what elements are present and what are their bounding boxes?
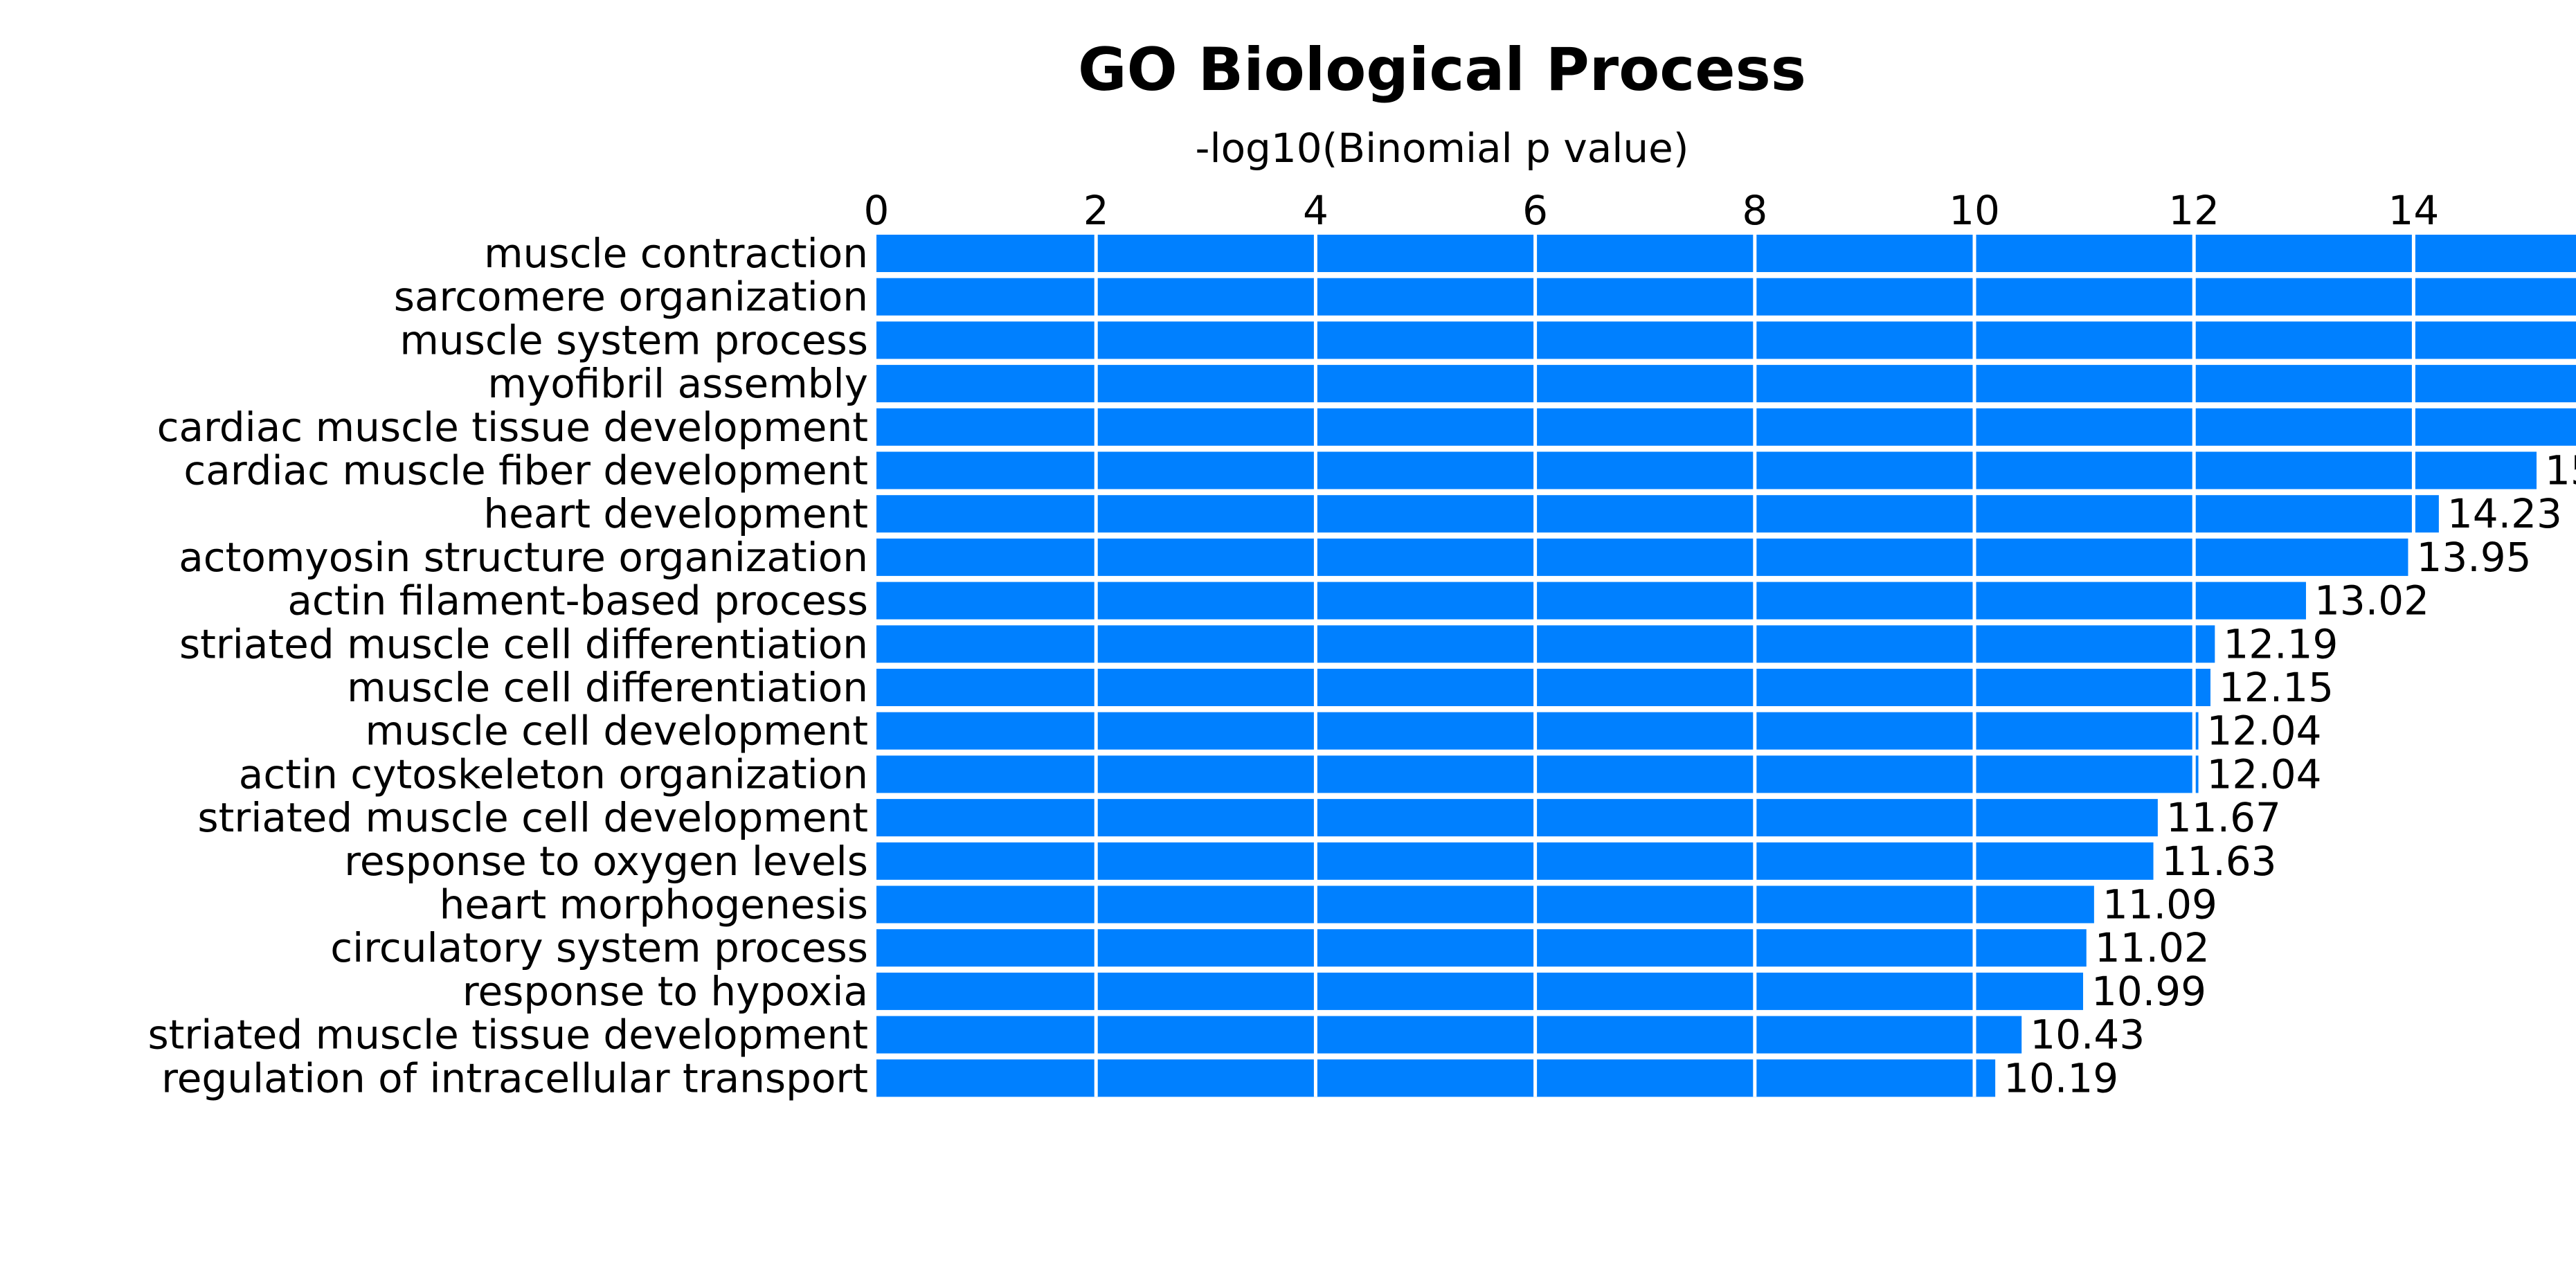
bar <box>876 582 2306 620</box>
value-label: 11.09 <box>2102 881 2217 928</box>
category-label: actin cytoskeleton organization <box>239 750 868 798</box>
x-tick-label: 8 <box>1742 187 1767 234</box>
category-label: response to oxygen levels <box>344 838 868 885</box>
x-tick-label: 4 <box>1303 187 1328 234</box>
value-label: 10.19 <box>2003 1054 2118 1101</box>
bar <box>876 669 2210 706</box>
x-axis-label: -log10(Binomial p value) <box>1196 125 1689 172</box>
chart-title: GO Biological Process <box>1078 35 1806 105</box>
bar <box>876 712 2199 750</box>
bar <box>876 1016 2022 1054</box>
bars-group <box>876 235 2576 1097</box>
x-tick-label: 0 <box>864 187 890 234</box>
x-tick-labels: 02468101214161820 <box>864 187 2440 234</box>
category-label: cardiac muscle tissue development <box>157 404 868 451</box>
value-label: 11.02 <box>2095 924 2210 971</box>
value-label: 11.67 <box>2166 794 2281 841</box>
category-label: sarcomere organization <box>394 273 868 321</box>
bar <box>876 885 2094 924</box>
x-tick-label: 12 <box>2168 187 2219 234</box>
value-label: 10.99 <box>2091 968 2206 1015</box>
category-label: muscle cell development <box>366 708 868 755</box>
category-label: striated muscle cell differentiation <box>179 620 868 667</box>
bar <box>876 929 2087 967</box>
bar <box>876 799 2158 837</box>
bar <box>876 538 2408 576</box>
bar <box>876 842 2154 880</box>
category-label: actomyosin structure organization <box>179 534 868 581</box>
category-label: muscle system process <box>399 316 868 363</box>
category-label: circulatory system process <box>330 924 868 971</box>
bar <box>876 278 2576 316</box>
value-label: 12.15 <box>2219 664 2334 711</box>
x-tick-label: 14 <box>2388 187 2439 234</box>
x-tick-label: 10 <box>1949 187 2000 234</box>
gridlines-group <box>1094 235 2415 1097</box>
category-label: response to hypoxia <box>462 968 868 1015</box>
x-tick-label: 6 <box>1522 187 1548 234</box>
value-labels: 20.5719.2818.2016.3815.5815.1214.2313.95… <box>2003 447 2576 1102</box>
value-label: 10.43 <box>2030 1011 2145 1059</box>
value-label: 11.63 <box>2162 838 2277 885</box>
x-tick-label: 2 <box>1083 187 1109 234</box>
category-label: striated muscle cell development <box>197 794 868 841</box>
category-label: muscle cell differentiation <box>347 664 868 711</box>
bar <box>876 755 2199 793</box>
value-label: 15.12 <box>2545 447 2576 494</box>
bar <box>876 495 2439 533</box>
category-label: heart development <box>483 490 868 537</box>
category-label: muscle contraction <box>484 230 868 277</box>
bar <box>876 235 2576 272</box>
category-label: regulation of intracellular transport <box>161 1054 868 1101</box>
value-label: 12.04 <box>2207 750 2322 798</box>
bar <box>876 972 2084 1010</box>
bar <box>876 321 2576 359</box>
value-label: 12.04 <box>2207 708 2322 755</box>
category-label: heart morphogenesis <box>440 881 868 928</box>
value-label: 13.95 <box>2416 534 2531 581</box>
category-label: myofibril assembly <box>487 360 868 407</box>
value-label: 12.19 <box>2223 620 2338 667</box>
bar <box>876 451 2537 489</box>
bar <box>876 365 2576 403</box>
value-label: 14.23 <box>2447 490 2562 537</box>
category-label: striated muscle tissue development <box>147 1011 868 1059</box>
category-label: cardiac muscle fiber development <box>183 447 868 494</box>
bar <box>876 408 2576 446</box>
bar <box>876 625 2215 663</box>
bar <box>876 1059 1996 1097</box>
category-label: actin filament-based process <box>287 577 868 624</box>
value-label: 13.02 <box>2314 577 2429 624</box>
